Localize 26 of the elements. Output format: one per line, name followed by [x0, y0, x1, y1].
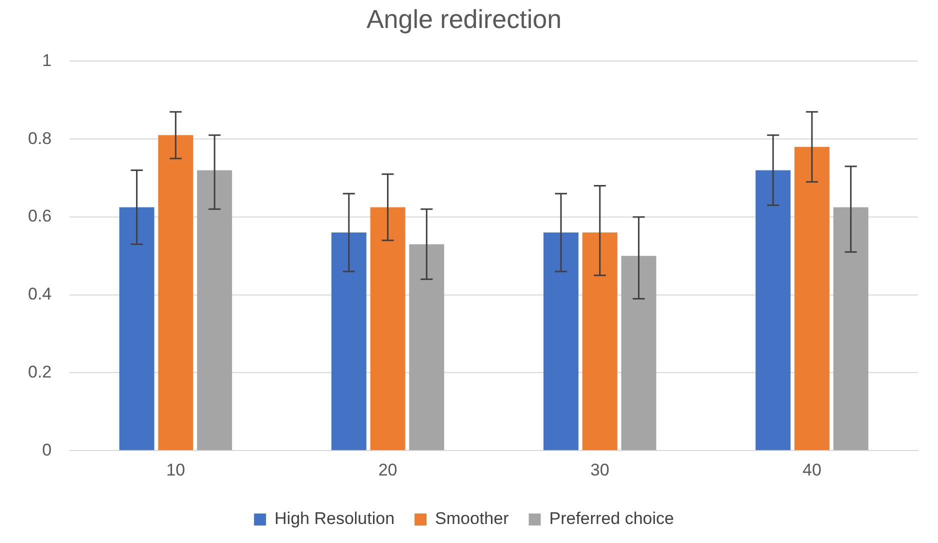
bar: [119, 207, 154, 450]
legend-label: Preferred choice: [549, 509, 674, 528]
chart-title: Angle redirection: [366, 4, 562, 34]
bar: [331, 232, 366, 450]
bar: [621, 256, 656, 450]
bar: [756, 170, 791, 450]
legend-label: High Resolution: [274, 509, 395, 528]
y-tick-label: 0.8: [28, 128, 52, 148]
x-tick-label: 30: [590, 460, 610, 480]
bar: [370, 207, 406, 450]
bar: [794, 146, 830, 450]
bar: [582, 232, 618, 450]
bar: [197, 170, 232, 450]
bar: [543, 232, 578, 450]
bar: [409, 244, 444, 450]
x-tick-label: 10: [166, 460, 186, 480]
legend-label: Smoother: [435, 509, 510, 528]
y-tick-label: 0: [42, 440, 52, 460]
y-tick-label: 1: [42, 50, 52, 70]
y-tick-label: 0.4: [28, 284, 52, 304]
bar: [833, 207, 868, 450]
x-tick-label: 40: [802, 460, 822, 480]
y-tick-label: 0.6: [28, 206, 52, 226]
bar: [158, 135, 194, 450]
y-tick-label: 0.2: [28, 362, 52, 382]
x-tick-label: 20: [378, 460, 398, 480]
